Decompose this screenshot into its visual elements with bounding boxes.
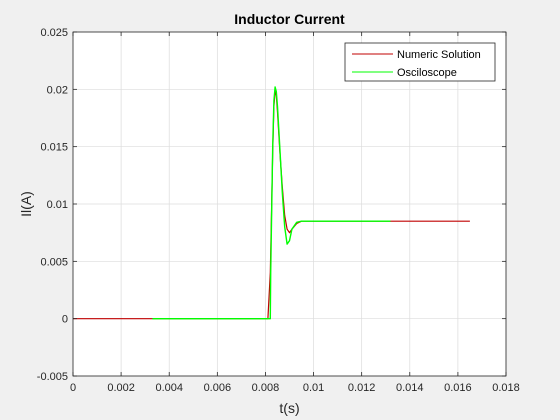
series-lines	[73, 86, 470, 320]
series-line-osciloscope	[152, 86, 391, 320]
legend-label-numeric-solution: Numeric Solution	[397, 49, 481, 61]
x-tick-label: 0	[70, 382, 76, 394]
y-tick-labels: -0.005 0 0.005 0.01 0.015 0.02 0.025	[37, 27, 68, 383]
y-tick-label: 0.005	[40, 256, 68, 268]
x-tick-labels: 0 0.002 0.004 0.006 0.008 0.01 0.012 0.014 0.016…	[70, 382, 520, 394]
legend-box	[344, 42, 496, 82]
x-tick-label: 0.014	[396, 382, 424, 394]
x-tick-label: 0.002	[107, 382, 135, 394]
y-tick-label: 0.02	[47, 84, 68, 96]
legend-label-osciloscope: Osciloscope	[397, 67, 457, 79]
x-tick-label: 0.006	[204, 382, 232, 394]
y-tick-label: 0.025	[40, 27, 68, 39]
x-tick-label: 0.004	[155, 382, 183, 394]
x-tick-label: 0.012	[348, 382, 376, 394]
y-axis-label: Il(A)	[18, 191, 34, 217]
y-tick-label: -0.005	[37, 371, 68, 383]
x-tick-label: 0.01	[303, 382, 324, 394]
x-tick-label: 0.008	[252, 382, 280, 394]
legend: Numeric Solution Osciloscope	[344, 42, 496, 82]
y-tick-label: 0.015	[40, 142, 68, 154]
x-tick-label: 0.016	[444, 382, 472, 394]
y-tick-label: 0.01	[47, 199, 68, 211]
x-tick-label: 0.018	[492, 382, 520, 394]
axis-ticks	[72, 31, 507, 377]
y-tick-label: 0	[62, 314, 68, 326]
x-axis-label: t(s)	[279, 400, 299, 416]
chart-title: Inductor Current	[234, 11, 345, 27]
